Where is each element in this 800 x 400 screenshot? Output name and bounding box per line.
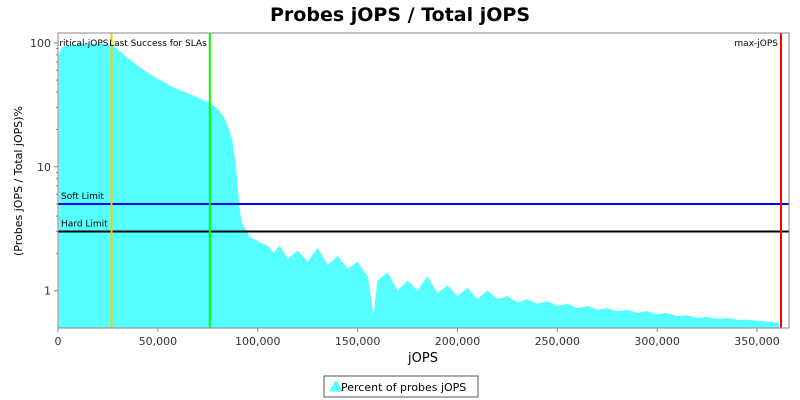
x-tick-label: 150,000 <box>335 335 381 348</box>
x-tick-label: 200,000 <box>435 335 481 348</box>
chart-title: Probes jOPS / Total jOPS <box>270 4 530 26</box>
legend-box <box>323 375 479 398</box>
v-marker-label-1: Last Success for SLAs <box>109 39 207 49</box>
x-tick-label: 0 <box>55 335 62 348</box>
axes: 0 50,000 100,000 150,000 200,000 250,000 300,0… <box>30 32 790 348</box>
h-marker-label-1: Hard Limit <box>61 220 108 230</box>
y-tick-label: 100 <box>30 37 51 50</box>
v-marker-label-0: critical-jOPS <box>54 39 108 49</box>
x-tick-label: 300,000 <box>634 335 680 348</box>
x-axis-label: jOPS <box>407 351 438 366</box>
x-tick-label: 250,000 <box>535 335 581 348</box>
y-tick-label: 1 <box>44 285 51 298</box>
legend: Percent of probes jOPS <box>323 375 479 398</box>
v-marker-label-2: max-jOPS <box>734 39 778 49</box>
x-tick-label: 350,000 <box>734 335 780 348</box>
plot-area <box>58 33 789 329</box>
x-tick-label: 100,000 <box>235 335 281 348</box>
series-area-0 <box>58 43 780 329</box>
plot-frame <box>57 32 790 329</box>
markers: Soft Limit Hard Limit critical-jOPS Last Su… <box>54 33 789 328</box>
h-marker-label-0: Soft Limit <box>61 192 104 202</box>
legend-label: Percent of probes jOPS <box>341 381 466 394</box>
x-tick-label: 50,000 <box>139 335 178 348</box>
y-axis-label: (Probes jOPS / Total jOPS)% <box>12 106 25 256</box>
legend-swatch <box>329 380 343 392</box>
y-tick-label: 10 <box>37 161 51 174</box>
